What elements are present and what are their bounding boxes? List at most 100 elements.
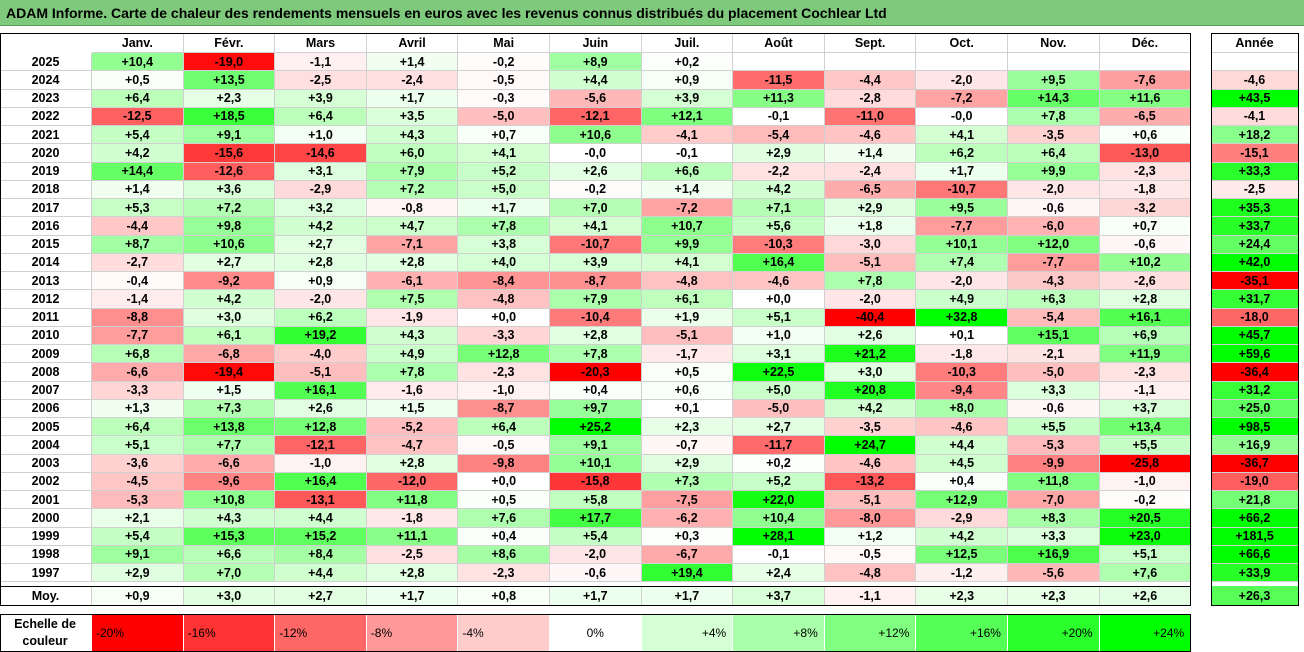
heatmap-cell: +9,9: [1008, 162, 1100, 181]
average-cell: +2,6: [1099, 586, 1192, 607]
row-year-label: 2005: [0, 418, 92, 437]
heatmap-cell: +3,5: [366, 107, 459, 126]
heatmap-cell: +11,1: [366, 527, 459, 546]
heatmap-cell: -15,8: [550, 472, 642, 491]
annual-cell: -15,1: [1211, 144, 1299, 163]
heatmap-cell: +32,8: [916, 308, 1008, 327]
heatmap-cell: +2,8: [275, 253, 367, 272]
heatmap-cell: +4,2: [733, 180, 825, 199]
heatmap-cell: -15,6: [183, 144, 276, 163]
heatmap-cell: +10,2: [1099, 253, 1192, 272]
heatmap-cell: +7,9: [550, 290, 642, 309]
heatmap-cell: -20,3: [550, 363, 642, 382]
column-header: Déc.: [1099, 33, 1192, 53]
heatmap-cell: +2,7: [733, 418, 825, 437]
heatmap-cell: +8,7: [92, 235, 184, 254]
heatmap-cell: -1,0: [275, 454, 367, 473]
heatmap-cell: +5,1: [92, 436, 184, 455]
average-cell: +3,0: [183, 586, 276, 607]
heatmap-cell: -4,7: [366, 436, 459, 455]
heatmap-cell: -5,4: [1008, 308, 1100, 327]
heatmap-cell: +4,1: [916, 126, 1008, 145]
heatmap-cell: -4,6: [733, 272, 825, 291]
heatmap-cell: +3,6: [183, 180, 276, 199]
heatmap-cell: +21,2: [824, 345, 917, 364]
heatmap-cell: +1,7: [458, 199, 550, 218]
heatmap-cell: +0,5: [641, 363, 734, 382]
color-scale-label-line1: Echelle de: [14, 617, 76, 631]
heatmap-cell: +8,4: [275, 545, 367, 564]
heatmap-cell: +3,9: [275, 89, 367, 108]
annual-cell: -19,0: [1211, 472, 1299, 491]
heatmap-cell: -11,7: [733, 436, 825, 455]
heatmap-cell: +3,9: [550, 253, 642, 272]
row-year-label: 2018: [0, 180, 92, 199]
heatmap-cell: +2,8: [366, 253, 459, 272]
heatmap-cell: +6,9: [1099, 326, 1192, 345]
heatmap-cell: +5,2: [733, 472, 825, 491]
heatmap-cell: +10,4: [92, 53, 184, 72]
heatmap-cell: -14,6: [275, 144, 367, 163]
heatmap-cell: +5,5: [1008, 418, 1100, 437]
heatmap-cell: -5,0: [458, 107, 550, 126]
heatmap-cell: +4,2: [92, 144, 184, 163]
heatmap-cell: +23,0: [1099, 527, 1192, 546]
heatmap-cell: +0,1: [916, 326, 1008, 345]
heatmap-cell: +8,6: [458, 545, 550, 564]
heatmap-cell: +0,4: [458, 527, 550, 546]
annual-cell: +66,2: [1211, 509, 1299, 528]
column-header: Avril: [366, 33, 459, 53]
heatmap-cell: +11,8: [1008, 472, 1100, 491]
heatmap-cell: -10,3: [733, 235, 825, 254]
heatmap-cell: +6,4: [458, 418, 550, 437]
heatmap-cell: +2,6: [550, 162, 642, 181]
heatmap-cell: +14,3: [1008, 89, 1100, 108]
heatmap-cell: +1,3: [92, 399, 184, 418]
column-header: Juin: [550, 33, 642, 53]
heatmap-cell: +1,7: [366, 89, 459, 108]
heatmap-cell: -2,9: [916, 509, 1008, 528]
annual-cell: +31,2: [1211, 381, 1299, 400]
heatmap-cell: +15,1: [1008, 326, 1100, 345]
annual-cell: -18,0: [1211, 308, 1299, 327]
heatmap-cell: +5,4: [550, 527, 642, 546]
heatmap-cell: +0,0: [733, 290, 825, 309]
heatmap-cell: -2,1: [1008, 345, 1100, 364]
heatmap-cell: +4,9: [366, 345, 459, 364]
heatmap-cell: -3,2: [1099, 199, 1192, 218]
heatmap-cell: -5,1: [641, 326, 734, 345]
heatmap-cell: -13,2: [824, 472, 917, 491]
column-header: Sept.: [824, 33, 917, 53]
heatmap-cell: -9,4: [916, 381, 1008, 400]
heatmap-cell: -6,8: [183, 345, 276, 364]
heatmap-cell: +6,4: [92, 418, 184, 437]
heatmap-cell: +25,2: [550, 418, 642, 437]
heatmap-cell: -7,1: [366, 235, 459, 254]
heatmap-cell: +5,4: [92, 126, 184, 145]
heatmap-cell: -4,6: [824, 454, 917, 473]
heatmap-cell: +7,5: [366, 290, 459, 309]
heatmap-cell: +6,2: [275, 308, 367, 327]
row-year-label: 2021: [0, 126, 92, 145]
heatmap-cell: +10,8: [183, 491, 276, 510]
heatmap-cell: +16,4: [733, 253, 825, 272]
heatmap-cell: -4,4: [824, 71, 917, 90]
color-scale-step: +16%: [916, 614, 1008, 652]
heatmap-cell: +7,7: [183, 436, 276, 455]
heatmap-cell: +7,6: [1099, 564, 1192, 583]
row-year-label: 2002: [0, 472, 92, 491]
heatmap-cell: -9,2: [183, 272, 276, 291]
heatmap-cell: +4,3: [183, 509, 276, 528]
row-year-label: 2008: [0, 363, 92, 382]
heatmap-cell: -2,0: [1008, 180, 1100, 199]
average-cell: +0,9: [92, 586, 184, 607]
annual-cell: -36,4: [1211, 363, 1299, 382]
heatmap-cell: -5,6: [550, 89, 642, 108]
heatmap-cell: +16,9: [1008, 545, 1100, 564]
heatmap-cell: -1,0: [458, 381, 550, 400]
row-year-label: 2017: [0, 199, 92, 218]
heatmap-cell: +4,0: [458, 253, 550, 272]
heatmap-cell: +7,4: [916, 253, 1008, 272]
heatmap-cell: -19,0: [183, 53, 276, 72]
heatmap-cell: +1,5: [366, 399, 459, 418]
